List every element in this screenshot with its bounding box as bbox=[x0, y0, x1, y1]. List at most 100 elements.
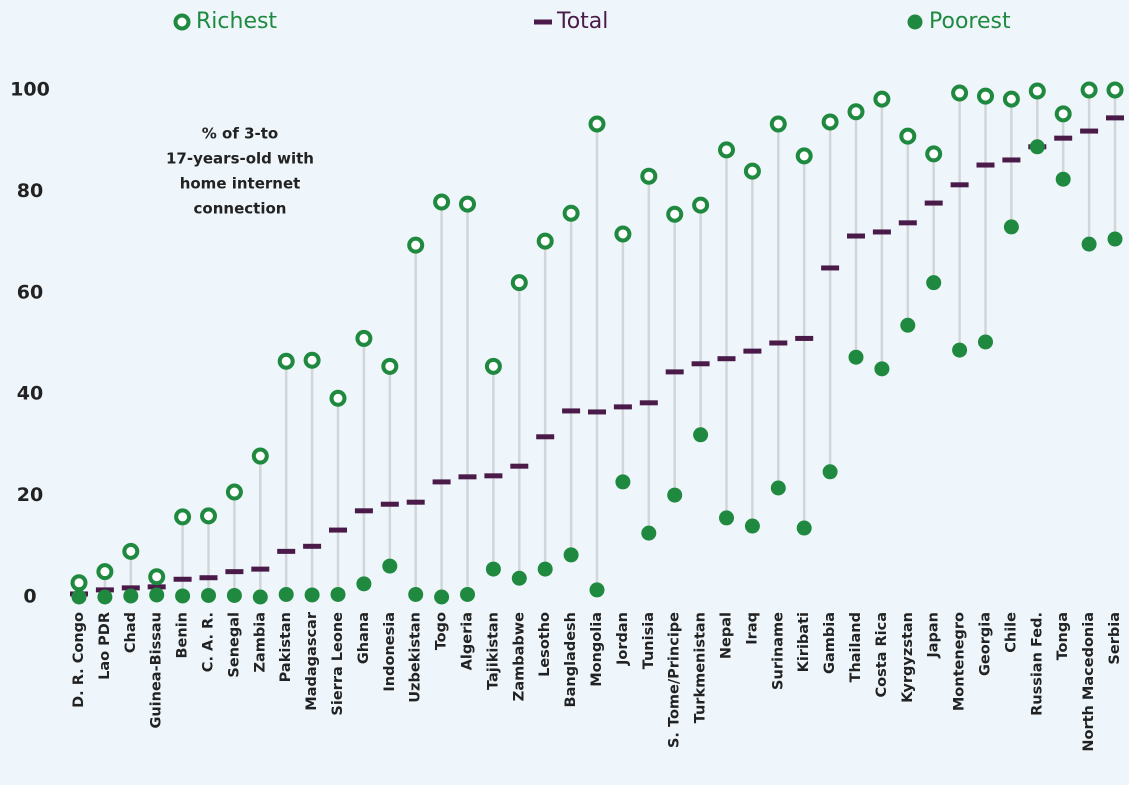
richest-dot bbox=[692, 196, 710, 214]
total-dash bbox=[1002, 157, 1021, 163]
poorest-dot bbox=[71, 589, 87, 605]
poorest-dot bbox=[693, 427, 709, 443]
x-tick-label: Suriname bbox=[770, 612, 786, 690]
poorest-dot bbox=[1081, 236, 1097, 252]
total-dash bbox=[251, 566, 270, 572]
x-tick-label: Lao PDR bbox=[97, 612, 113, 680]
annotation: % of 3-to bbox=[202, 125, 278, 143]
annotation: 17-years-old with bbox=[166, 150, 314, 168]
richest-dot bbox=[977, 87, 994, 105]
x-tick-label: Thailand bbox=[848, 612, 864, 682]
richest-dot bbox=[303, 351, 321, 369]
x-tick-label: Bangladesh bbox=[563, 612, 579, 707]
x-tick-label: Lesotho bbox=[537, 612, 553, 677]
legend-label: Total bbox=[556, 9, 608, 34]
total-dash bbox=[380, 501, 399, 507]
total-dash bbox=[898, 220, 917, 226]
poorest-dot bbox=[770, 480, 786, 496]
poorest-dot bbox=[511, 570, 527, 586]
richest-dot bbox=[200, 507, 217, 525]
poorest-dot bbox=[589, 582, 605, 598]
x-tick-label: Montenegro bbox=[952, 612, 968, 711]
total-dash bbox=[847, 233, 865, 239]
x-tick-label: S. Tome/Principe bbox=[667, 612, 683, 748]
poorest-dot bbox=[537, 561, 553, 577]
x-tick-label: Kyrgyzstan bbox=[900, 612, 916, 703]
x-tick-label: Chile bbox=[1003, 612, 1019, 653]
richest-dot bbox=[1002, 90, 1020, 108]
richest-dot bbox=[614, 225, 632, 243]
richest-dot bbox=[433, 193, 451, 211]
total-dash bbox=[976, 162, 995, 168]
poorest-dot bbox=[641, 525, 657, 541]
x-tick-label: Algeria bbox=[460, 612, 476, 670]
richest-dot bbox=[407, 236, 425, 254]
richest-dot bbox=[795, 147, 813, 165]
x-tick-label: Iraq bbox=[744, 612, 760, 645]
richest-dot bbox=[1106, 81, 1124, 99]
x-tick-label: Kiribati bbox=[796, 612, 812, 672]
x-tick-label: Togo bbox=[434, 612, 450, 650]
x-tick-label: D. R. Congo bbox=[71, 612, 87, 708]
richest-dot bbox=[96, 563, 114, 581]
poorest-dot bbox=[926, 275, 942, 291]
richest-dot bbox=[329, 389, 347, 407]
richest-dot bbox=[1028, 82, 1046, 100]
legend-marker bbox=[534, 19, 552, 25]
total-dash bbox=[821, 265, 840, 271]
total-dash bbox=[484, 473, 503, 479]
total-dash bbox=[121, 585, 140, 591]
y-tick-label: 100 bbox=[10, 79, 50, 101]
legend-label: Richest bbox=[196, 9, 277, 34]
richest-dot bbox=[588, 115, 606, 133]
richest-dot bbox=[510, 274, 528, 292]
x-tick-label: Sierra Leone bbox=[330, 612, 346, 716]
poorest-dot bbox=[744, 518, 760, 534]
total-dash bbox=[329, 527, 347, 533]
richest-dot bbox=[562, 204, 580, 222]
poorest-dot bbox=[382, 558, 398, 574]
total-dash bbox=[406, 499, 425, 505]
x-tick-label: Pakistan bbox=[278, 612, 294, 682]
richest-dot bbox=[769, 115, 787, 133]
poorest-dot bbox=[149, 587, 165, 603]
richest-dot bbox=[148, 568, 166, 586]
total-dash bbox=[639, 400, 658, 406]
x-tick-label: Mongolia bbox=[589, 612, 605, 687]
richest-dot bbox=[459, 195, 476, 213]
x-tick-label: Tunisia bbox=[641, 612, 657, 669]
x-tick-label: Benin bbox=[175, 612, 191, 659]
y-tick-label: 20 bbox=[17, 484, 43, 506]
x-tick-label: Indonesia bbox=[382, 612, 398, 692]
richest-dot bbox=[640, 167, 658, 185]
poorest-dot bbox=[822, 464, 838, 480]
poorest-dot bbox=[1003, 219, 1019, 235]
poorest-dot bbox=[615, 474, 631, 490]
poorest-dot bbox=[460, 586, 475, 602]
richest-dot bbox=[925, 145, 943, 163]
richest-dot bbox=[122, 542, 140, 560]
x-tick-label: Japan bbox=[926, 612, 942, 659]
poorest-dot bbox=[201, 587, 216, 603]
x-tick-label: Serbia bbox=[1107, 612, 1123, 665]
x-tick-label: Tajikistan bbox=[485, 612, 501, 690]
richest-dot bbox=[381, 357, 399, 375]
total-dash bbox=[743, 348, 762, 354]
poorest-dot bbox=[252, 589, 268, 605]
richest-dot bbox=[355, 329, 373, 347]
x-tick-label: Madagascar bbox=[304, 611, 320, 711]
richest-dot bbox=[70, 574, 88, 592]
total-dash bbox=[665, 369, 684, 375]
richest-dot bbox=[484, 357, 502, 375]
poorest-dot bbox=[330, 586, 346, 602]
annotation: home internet bbox=[180, 175, 301, 193]
y-tick-label: 60 bbox=[17, 281, 43, 303]
poorest-dot bbox=[408, 586, 424, 602]
richest-dot bbox=[951, 84, 969, 102]
total-dash bbox=[354, 508, 373, 514]
poorest-dot bbox=[874, 361, 890, 377]
total-dash bbox=[225, 569, 244, 575]
x-tick-label: Turkmenistan bbox=[693, 612, 709, 723]
x-tick-label: Costa Rica bbox=[874, 612, 890, 698]
